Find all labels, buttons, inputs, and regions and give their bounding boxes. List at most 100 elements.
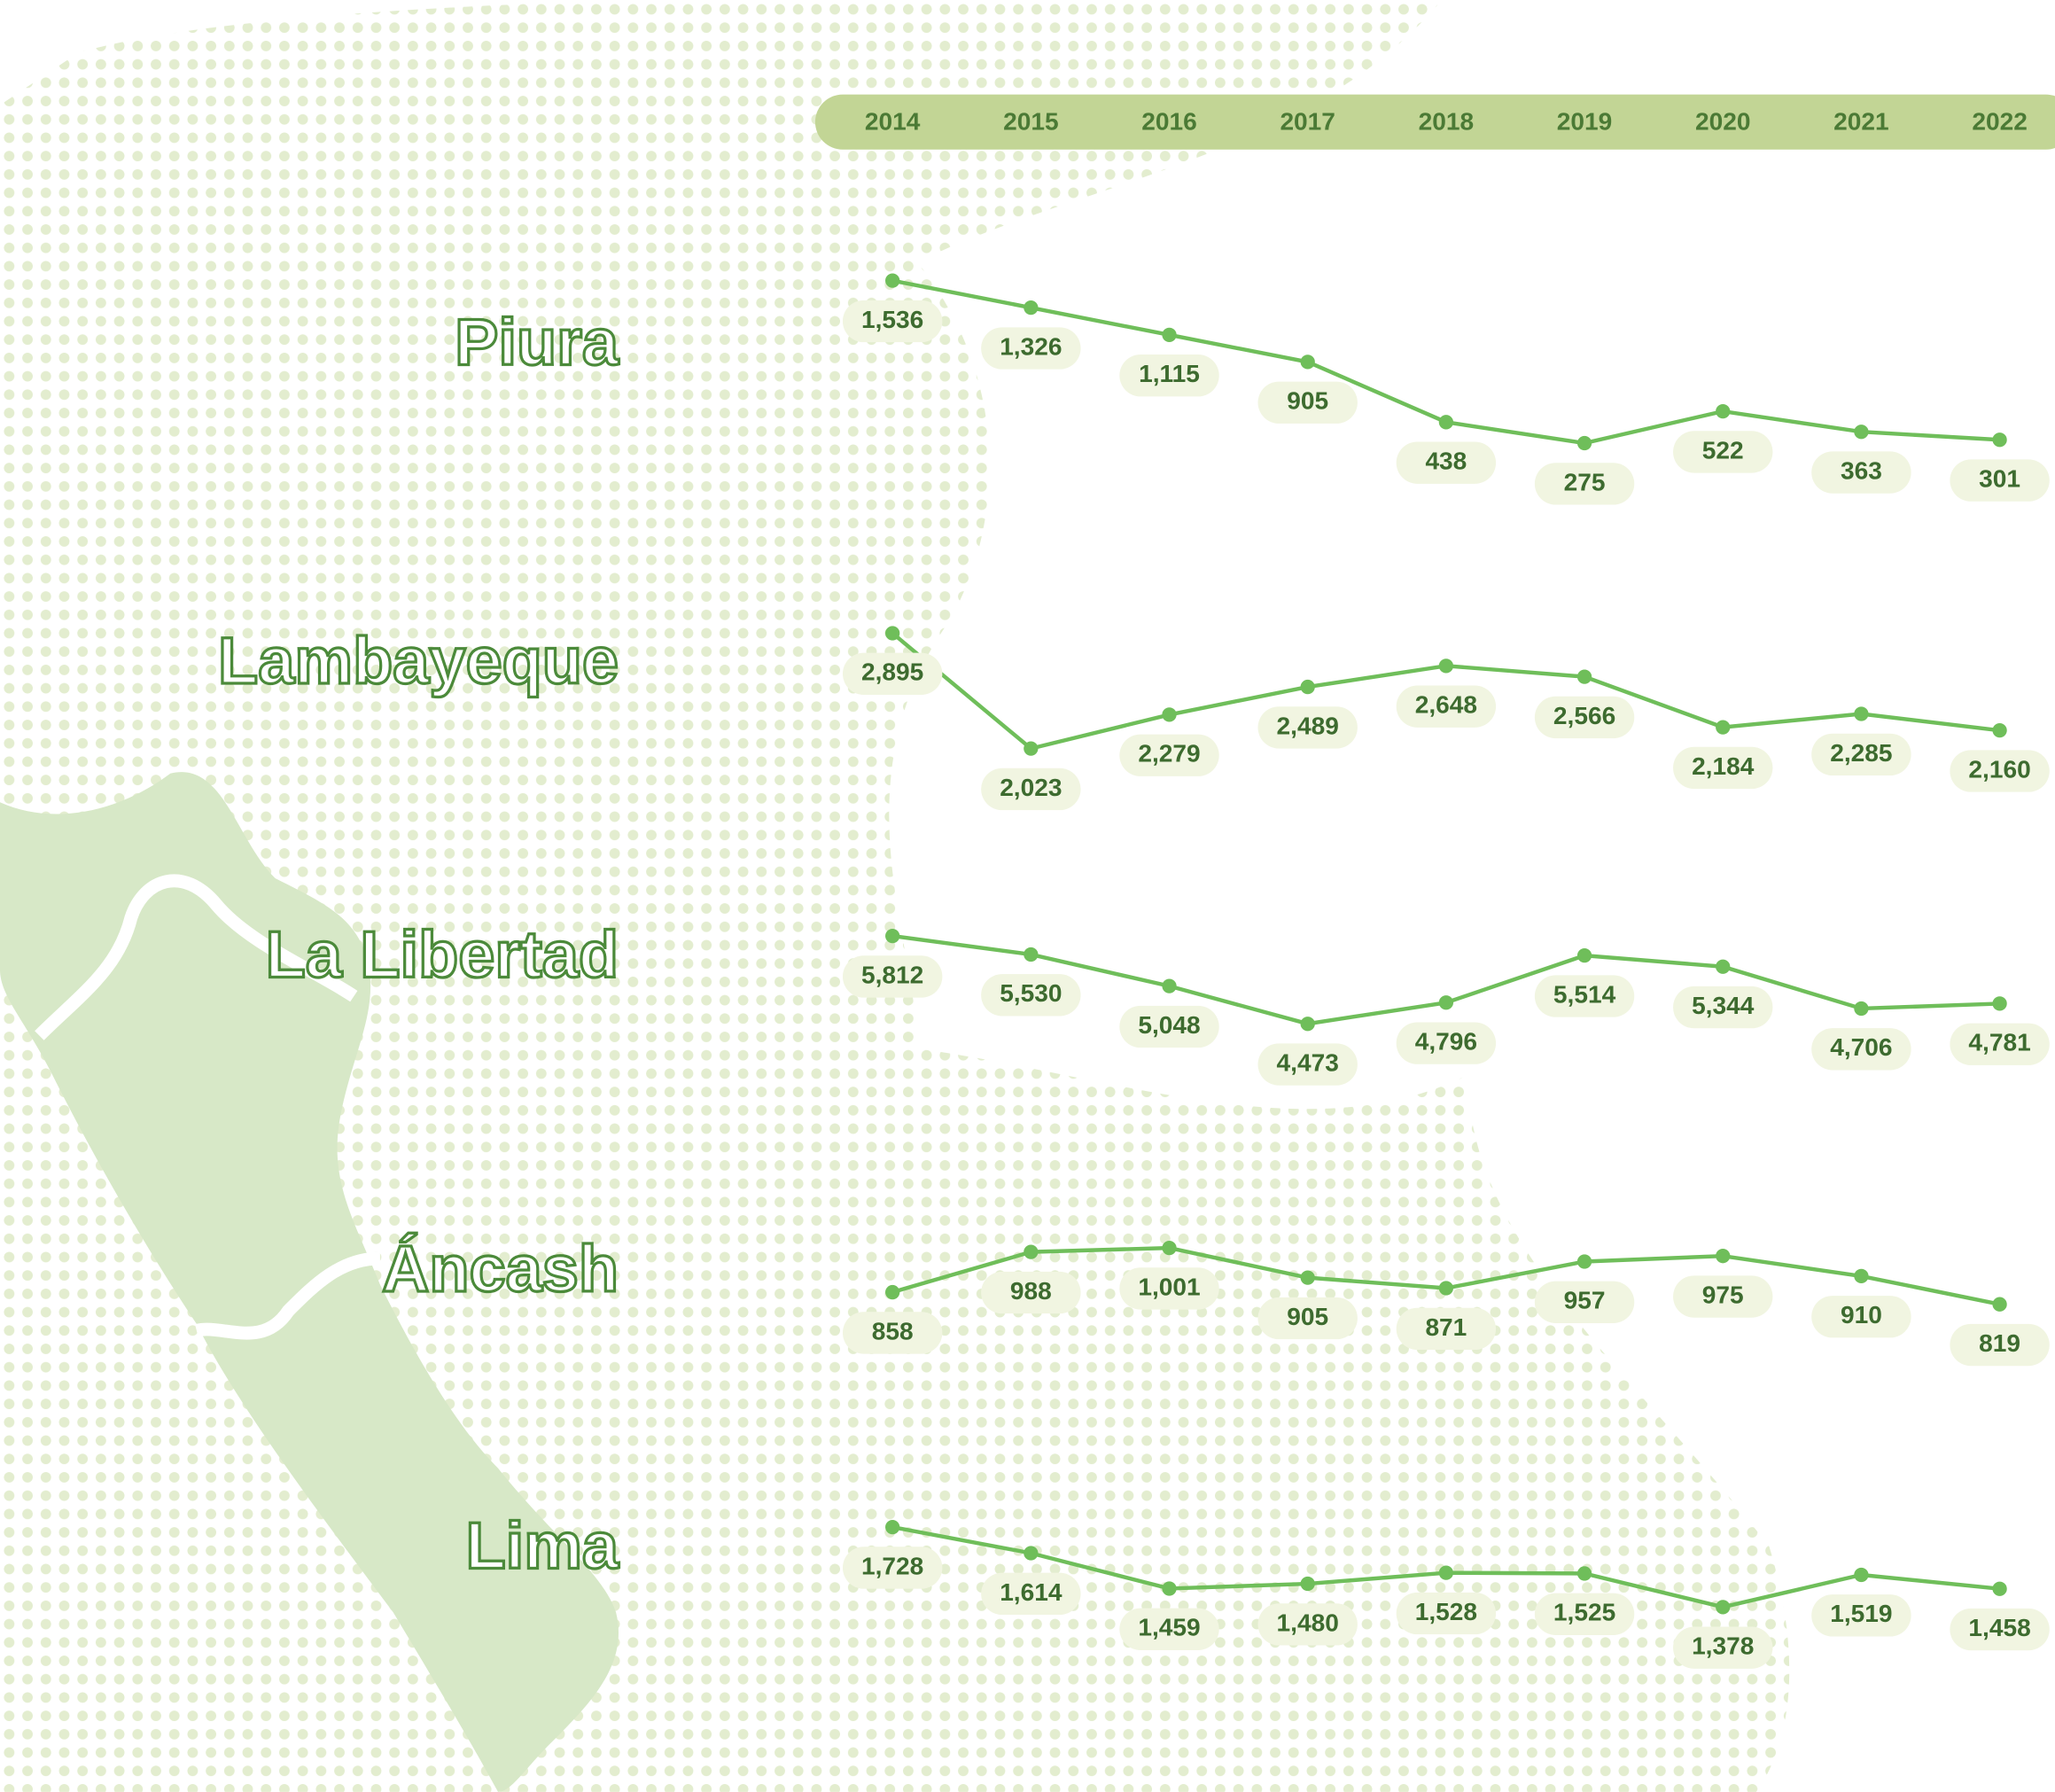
year-label: 2021 — [1833, 108, 1889, 136]
label-pill — [1119, 1608, 1219, 1650]
label-pill — [1534, 463, 1635, 505]
point — [1024, 1244, 1039, 1259]
label-pill — [1950, 459, 2050, 502]
value-label: 522 — [1702, 436, 1744, 464]
label-pill — [1119, 1267, 1219, 1310]
label-pill — [1950, 750, 2050, 792]
value-label: 2,023 — [1000, 774, 1062, 801]
value-label: 5,514 — [1553, 980, 1616, 1008]
label-pill — [842, 1312, 943, 1354]
label-pill — [981, 327, 1081, 370]
value-label: 5,344 — [1692, 992, 1755, 1019]
value-label: 2,489 — [1277, 712, 1339, 739]
label-pill — [1396, 1022, 1497, 1064]
label-pill — [1811, 733, 1911, 776]
point — [1300, 1576, 1315, 1592]
point — [1854, 1567, 1869, 1583]
value-label: 819 — [1979, 1329, 2020, 1357]
map-border — [35, 874, 381, 1340]
value-label: 5,530 — [1000, 979, 1062, 1007]
label-pill — [981, 767, 1081, 811]
point — [1438, 995, 1454, 1010]
year-label: 2018 — [1419, 108, 1475, 136]
value-label: 975 — [1702, 1281, 1744, 1308]
year-label: 2020 — [1695, 108, 1751, 136]
label-pill — [1396, 1592, 1497, 1635]
point — [1300, 355, 1315, 370]
point — [1854, 1001, 1869, 1017]
point — [1300, 1270, 1315, 1285]
point — [1576, 948, 1592, 963]
label-pill — [1257, 706, 1358, 749]
label-pill — [981, 1271, 1081, 1314]
value-label: 988 — [1010, 1277, 1052, 1305]
label-pill — [1257, 381, 1358, 424]
value-label: 1,115 — [1139, 360, 1200, 387]
value-label: 910 — [1841, 1301, 1882, 1328]
region-name: Piura — [455, 306, 619, 379]
value-label: 871 — [1425, 1313, 1467, 1341]
value-label: 858 — [872, 1317, 914, 1344]
region-name: Áncash — [382, 1232, 619, 1305]
point — [885, 273, 900, 288]
point — [1576, 435, 1592, 451]
value-label: 2,648 — [1415, 691, 1477, 719]
value-label: 5,812 — [861, 961, 923, 988]
point — [1716, 720, 1731, 735]
label-pill — [1673, 431, 1773, 473]
label-pill — [1673, 746, 1773, 790]
point — [1716, 959, 1731, 974]
value-label: 1,728 — [861, 1552, 923, 1579]
region-name: Lima — [465, 1508, 619, 1582]
point — [1854, 706, 1869, 721]
value-label: 957 — [1564, 1287, 1606, 1314]
value-label: 2,279 — [1138, 740, 1200, 767]
label-pill — [842, 955, 943, 998]
point — [1716, 1249, 1731, 1264]
point — [1162, 327, 1177, 342]
label-pill — [1534, 1593, 1635, 1635]
map-shape — [0, 772, 619, 1792]
value-label: 275 — [1564, 468, 1606, 495]
point — [1438, 1281, 1454, 1296]
point — [1300, 679, 1315, 695]
year-header — [814, 94, 2055, 150]
label-pill — [1396, 685, 1497, 728]
label-pill — [1811, 1028, 1911, 1071]
point — [1024, 741, 1039, 756]
label-pill — [1119, 1005, 1219, 1048]
point — [1576, 1254, 1592, 1269]
label-pill — [1673, 986, 1773, 1029]
point — [885, 1519, 900, 1535]
point — [1162, 978, 1177, 993]
value-label: 1,458 — [1968, 1614, 2030, 1641]
point — [1576, 669, 1592, 684]
label-pill — [1396, 441, 1497, 484]
point — [1576, 1566, 1592, 1581]
value-label: 905 — [1287, 387, 1328, 415]
value-label: 1,528 — [1415, 1598, 1477, 1625]
point — [1162, 1581, 1177, 1596]
label-pill — [981, 974, 1081, 1017]
value-label: 1,519 — [1830, 1600, 1892, 1627]
value-label: 2,566 — [1553, 702, 1615, 729]
point — [1716, 1600, 1731, 1615]
point — [1024, 1546, 1039, 1561]
year-label: 2014 — [865, 108, 921, 136]
point — [1992, 1297, 2007, 1312]
value-label: 1,378 — [1692, 1632, 1754, 1660]
value-label: 438 — [1425, 448, 1467, 475]
point — [1438, 415, 1454, 430]
value-label: 1,614 — [1000, 1578, 1063, 1606]
label-pill — [1119, 734, 1219, 776]
year-label: 2015 — [1003, 108, 1059, 136]
label-pill — [1673, 1626, 1773, 1669]
label-pill — [1673, 1275, 1773, 1318]
point — [1992, 432, 2007, 448]
point — [1854, 1268, 1869, 1284]
label-pill — [1257, 1603, 1358, 1646]
label-pill — [1950, 1023, 2050, 1065]
point — [1300, 1017, 1315, 1032]
point — [1992, 1581, 2007, 1596]
value-label: 2,285 — [1830, 739, 1892, 767]
